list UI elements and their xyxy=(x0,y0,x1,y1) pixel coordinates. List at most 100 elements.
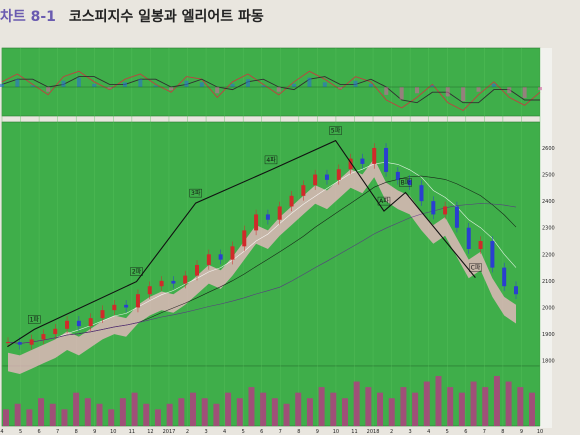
candle-body xyxy=(124,304,129,308)
volume-bar xyxy=(271,398,278,426)
volume-bar xyxy=(283,403,290,426)
candle-body xyxy=(195,264,200,276)
volume-bar xyxy=(119,398,126,426)
oscillator-panel-bg xyxy=(1,47,541,117)
oscillator-histogram-bar xyxy=(384,87,389,95)
volume-bar xyxy=(400,387,407,426)
oscillator-histogram-bar xyxy=(276,87,281,92)
candle-body xyxy=(147,286,152,295)
candle-body xyxy=(100,310,105,319)
candle-body xyxy=(277,206,282,220)
volume-bar xyxy=(458,392,465,426)
candle-body xyxy=(159,280,164,287)
volume-bar xyxy=(225,392,232,426)
wave-label-box xyxy=(329,126,342,135)
candle-body xyxy=(360,158,365,164)
date-tick-label: 8 xyxy=(75,429,78,435)
wave-label-box xyxy=(28,315,41,324)
volume-bar xyxy=(447,387,454,426)
candle-body xyxy=(478,241,483,249)
volume-bar xyxy=(412,392,419,426)
wave-label-box xyxy=(377,196,391,206)
candle-body xyxy=(431,201,436,215)
date-tick-label: 3 xyxy=(204,429,207,435)
candle-body xyxy=(6,342,10,344)
volume-bar xyxy=(73,392,80,426)
oscillator-histogram-bar xyxy=(169,87,174,91)
stock-chart-svg: 1파 2파 3파 4파 5파 A파 B파 C파 2600 2500 2400 2300 2200 2100… xyxy=(0,47,555,435)
candle-body xyxy=(324,174,329,180)
chart-title: 차트 8-1 코스피지수 일봉과 엘리어트 파동 xyxy=(0,6,300,28)
volume-bar xyxy=(3,409,9,426)
volume-bar xyxy=(388,398,395,426)
wave-label: B파 xyxy=(401,178,411,186)
oscillator-histogram-bar xyxy=(0,83,4,87)
date-tick-label: 10 xyxy=(333,429,339,435)
oscillator-series-line xyxy=(1,70,541,112)
price-tick-label: 2600 xyxy=(542,146,555,152)
candle-body xyxy=(242,230,247,247)
chart-area: 1파 2파 3파 4파 5파 A파 B파 C파 2600 2500 2400 2300 2200 2100… xyxy=(0,34,580,435)
oscillator-histogram-bar xyxy=(445,87,450,97)
candle-body xyxy=(76,320,81,327)
oscillator-histogram-bar xyxy=(292,83,297,87)
oscillator-histogram-bar xyxy=(138,79,143,87)
oscillator-histogram-bar xyxy=(476,87,481,92)
date-tick-label: 8 xyxy=(297,429,300,435)
candle-body xyxy=(384,147,389,172)
volume-bar xyxy=(84,398,91,426)
date-tick-label: 4 xyxy=(427,429,430,435)
oscillator-histogram-bar xyxy=(307,77,312,87)
candle-body xyxy=(336,169,341,180)
oscillator-histogram-bar xyxy=(122,82,127,87)
wave-label: 1파 xyxy=(30,315,40,323)
volume-bar xyxy=(365,387,372,426)
date-tick-label: 2018 xyxy=(367,429,380,435)
oscillator-histogram-bar xyxy=(491,83,496,87)
right-axis-strip xyxy=(540,48,552,428)
price-tick-label: 2400 xyxy=(542,199,555,205)
oscillator-histogram-bar xyxy=(430,85,435,87)
oscillator-histogram-bar xyxy=(199,82,204,87)
volume-bar xyxy=(529,392,535,426)
oscillator-histogram-bar xyxy=(230,83,235,87)
date-tick-label: 12 xyxy=(147,429,153,435)
candle-body xyxy=(466,227,471,249)
oscillator-histogram-bar xyxy=(399,87,404,100)
oscillator-histogram-bar xyxy=(215,87,220,94)
date-tick-label: 2 xyxy=(186,429,189,435)
oscillator-histogram-bar xyxy=(415,87,420,94)
date-tick-label: 11 xyxy=(351,429,357,435)
oscillator-histogram-bar xyxy=(61,80,66,87)
oscillator-histogram-bar xyxy=(245,79,250,87)
candle-body xyxy=(407,179,412,186)
date-tick-label: 7 xyxy=(483,429,486,435)
wave-label-box xyxy=(130,267,143,276)
volume-bar xyxy=(14,403,21,426)
candle-body xyxy=(53,328,58,335)
wave-label: C파 xyxy=(471,264,481,272)
candle-body xyxy=(301,185,306,196)
oscillator-histogram-bar xyxy=(76,77,81,87)
price-tick-label: 2300 xyxy=(542,226,555,232)
date-tick-label: 11 xyxy=(129,429,135,435)
volume-bar xyxy=(295,392,302,426)
date-tick-label: 4 xyxy=(0,429,3,435)
oscillator-histogram-bar xyxy=(538,87,542,91)
volume-bar xyxy=(190,392,197,426)
candle-body xyxy=(183,275,188,284)
date-tick-label: 4 xyxy=(223,429,226,435)
chart-caption: 코스피지수 일봉과 엘리어트 파동 xyxy=(68,9,264,25)
volume-bar xyxy=(260,392,267,426)
wave-label: 5파 xyxy=(331,127,341,135)
oscillator-histogram-bar xyxy=(15,79,20,87)
wave-label: A파 xyxy=(379,197,389,205)
date-tick-label: 7 xyxy=(279,429,282,435)
candle-body xyxy=(29,339,34,345)
volume-bar xyxy=(236,398,243,426)
candle-body xyxy=(88,318,93,327)
volume-bar xyxy=(131,392,138,426)
candle-body xyxy=(348,158,353,170)
oscillator-histogram-bar xyxy=(353,80,358,87)
candle-body xyxy=(514,286,518,295)
